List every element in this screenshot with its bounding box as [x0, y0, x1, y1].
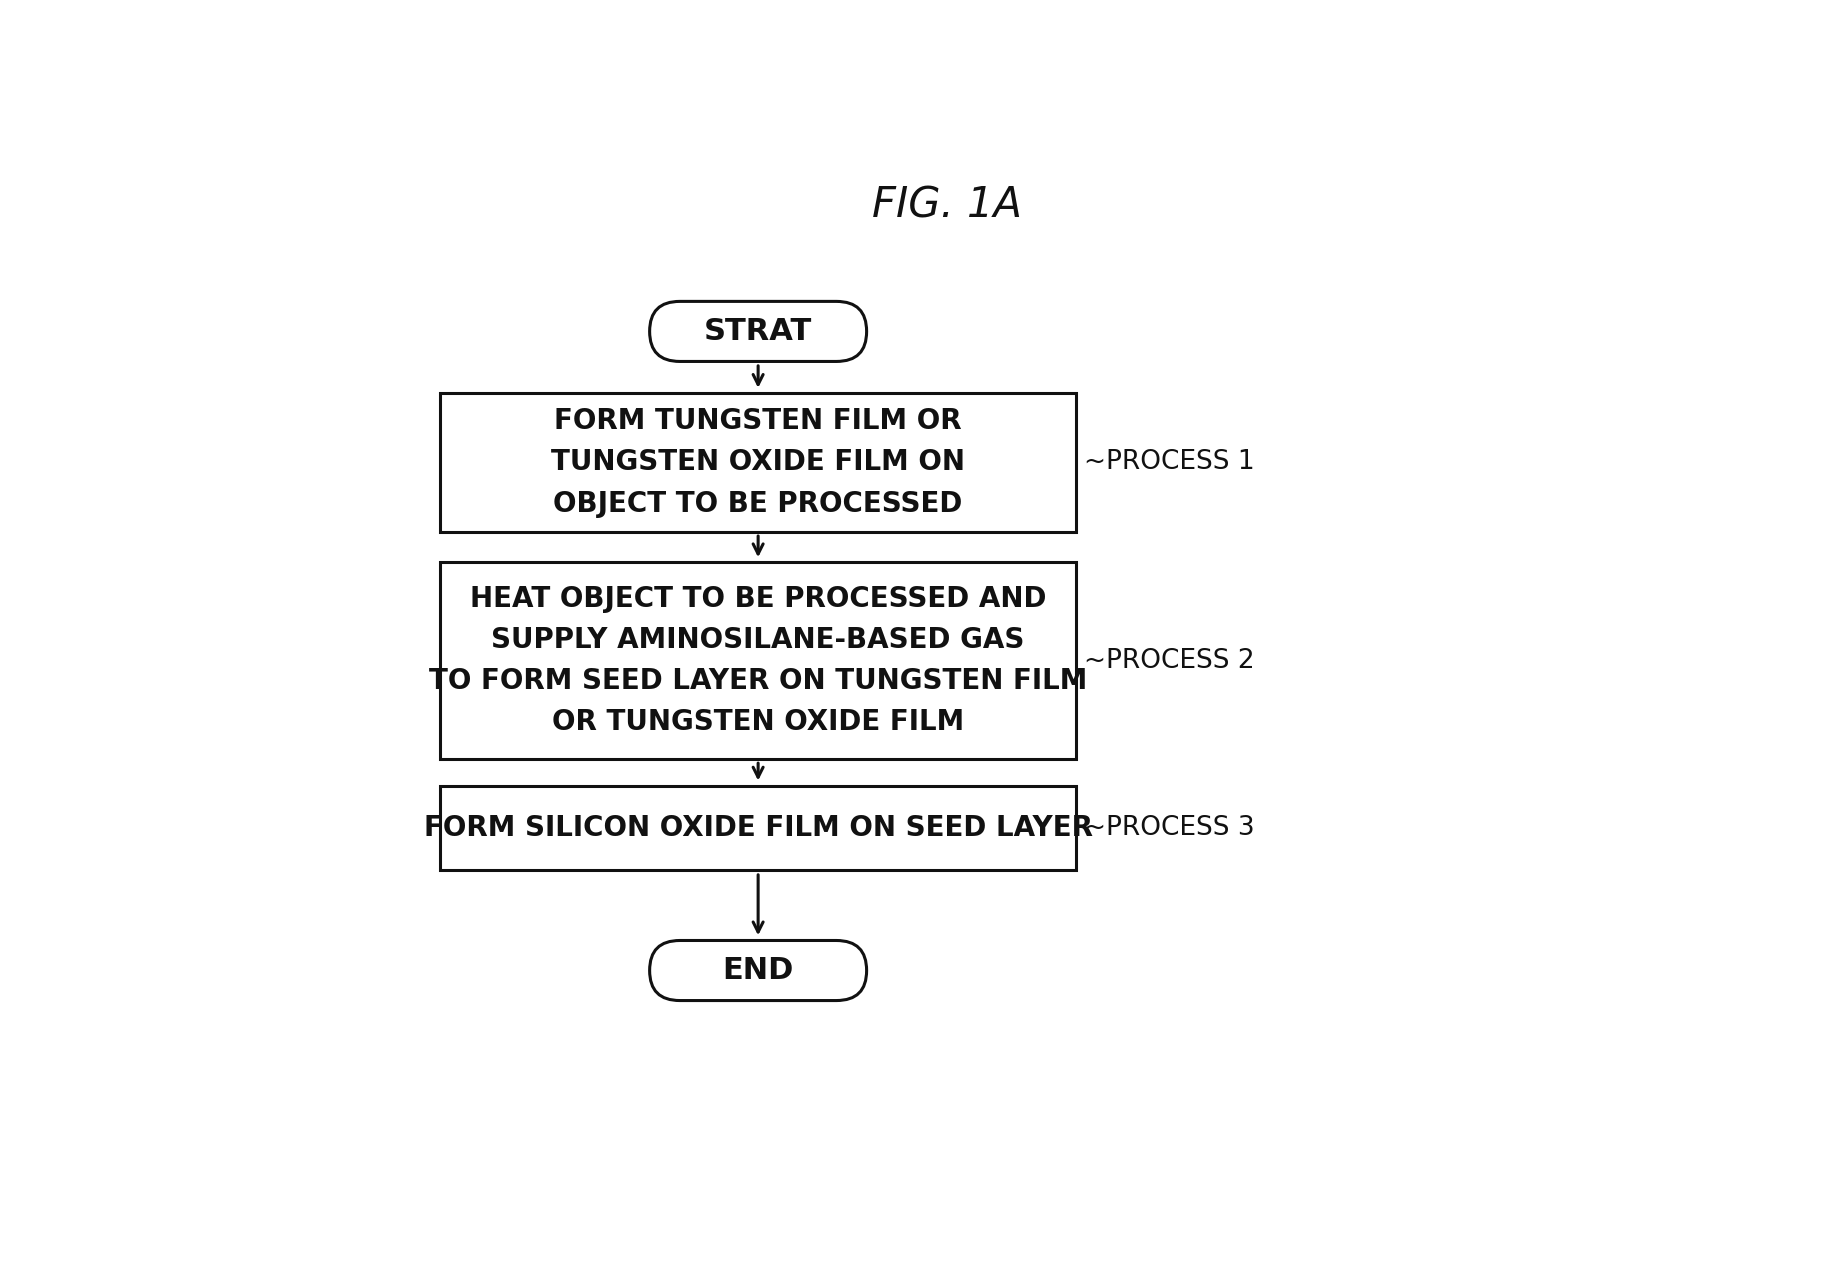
Text: FORM SILICON OXIDE FILM ON SEED LAYER: FORM SILICON OXIDE FILM ON SEED LAYER	[423, 814, 1092, 842]
Text: HEAT OBJECT TO BE PROCESSED AND
SUPPLY AMINOSILANE-BASED GAS
TO FORM SEED LAYER : HEAT OBJECT TO BE PROCESSED AND SUPPLY A…	[429, 585, 1087, 737]
Bar	[440, 562, 1076, 759]
Text: ~PROCESS 3: ~PROCESS 3	[1083, 815, 1253, 841]
Bar	[440, 394, 1076, 531]
FancyBboxPatch shape	[649, 301, 867, 361]
FancyBboxPatch shape	[649, 940, 867, 1001]
Text: FIG. 1A: FIG. 1A	[872, 184, 1022, 226]
Text: END: END	[723, 955, 793, 985]
Text: FORM TUNGSTEN FILM OR
TUNGSTEN OXIDE FILM ON
OBJECT TO BE PROCESSED: FORM TUNGSTEN FILM OR TUNGSTEN OXIDE FIL…	[551, 408, 965, 517]
Text: ~PROCESS 1: ~PROCESS 1	[1083, 449, 1253, 476]
Text: STRAT: STRAT	[704, 316, 811, 346]
Bar	[440, 786, 1076, 871]
Text: ~PROCESS 2: ~PROCESS 2	[1083, 648, 1253, 674]
